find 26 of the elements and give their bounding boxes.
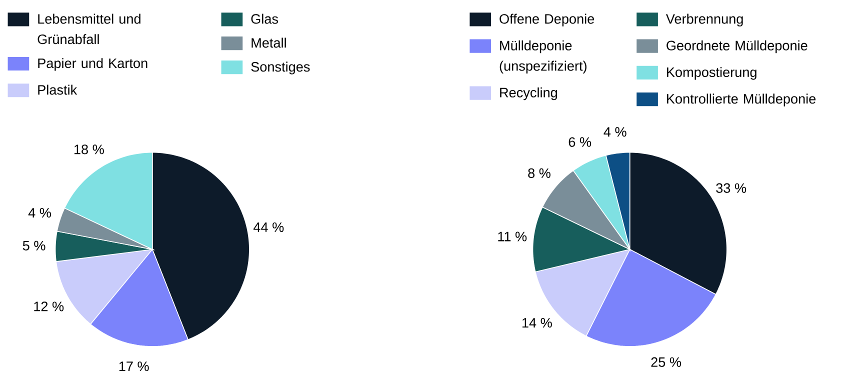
legend-label: Kontrollierte Mülldeponie bbox=[667, 94, 816, 106]
data-label: 33 % bbox=[716, 183, 746, 193]
legend-label: Recycling bbox=[500, 87, 558, 100]
legend-label: Papier und Karton bbox=[38, 58, 148, 71]
legend-label: Plastik bbox=[38, 84, 78, 95]
data-label: 4 % bbox=[28, 208, 51, 218]
legend-label: Offene Deponie bbox=[500, 14, 594, 26]
legend-label: Lebensmittel und Grünabfall bbox=[38, 14, 140, 44]
legend-label: Mülldeponie (unspezifiziert) bbox=[500, 40, 586, 74]
legend-label: Glas bbox=[251, 14, 278, 24]
legend-label: Metall bbox=[252, 38, 286, 48]
data-label: 11 % bbox=[498, 232, 527, 242]
data-label: 12 % bbox=[34, 302, 64, 312]
data-label: 6 % bbox=[568, 137, 592, 147]
legend-label: Sonstiges bbox=[251, 62, 310, 74]
legend-label: Geordnete Mülldeponie bbox=[666, 40, 808, 54]
data-label: 25 % bbox=[651, 357, 682, 367]
data-label: 14 % bbox=[522, 318, 552, 328]
data-label: 44 % bbox=[253, 222, 284, 232]
data-label: 5 % bbox=[22, 240, 46, 250]
data-label: 8 % bbox=[528, 168, 550, 178]
data-label: 18 % bbox=[74, 144, 104, 154]
legend-label: Kompostierung bbox=[667, 67, 756, 80]
data-label: 4 % bbox=[604, 127, 626, 137]
data-label: 17 % bbox=[119, 362, 149, 371]
legend-label: Verbrennung bbox=[666, 14, 743, 26]
